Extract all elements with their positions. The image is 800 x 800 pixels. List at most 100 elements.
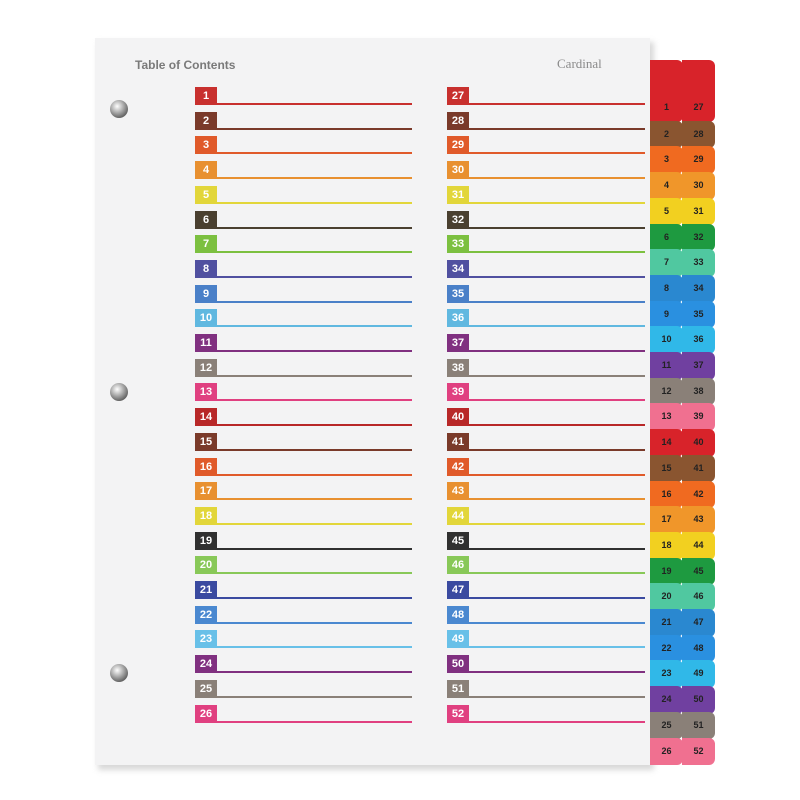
index-tab[interactable]: 10 (650, 326, 683, 354)
toc-row: 38 (447, 358, 645, 379)
entry-number: 48 (447, 605, 469, 624)
index-tab[interactable]: 40 (682, 429, 715, 457)
toc-row: 26 (195, 704, 412, 725)
entry-line (217, 621, 412, 624)
entry-number: 15 (195, 432, 217, 451)
index-tab[interactable]: 4 (650, 172, 683, 200)
index-tab[interactable]: 8 (650, 274, 683, 303)
toc-row: 23 (195, 630, 412, 650)
index-tab[interactable]: 5 (650, 197, 683, 226)
index-tab[interactable]: 35 (682, 300, 715, 329)
index-tab[interactable]: 9 (650, 300, 683, 329)
toc-row: 52 (447, 704, 645, 725)
toc-row: 18 (195, 506, 412, 527)
entry-number: 42 (447, 457, 469, 476)
index-tab[interactable]: 32 (682, 223, 715, 252)
entry-line (217, 226, 412, 229)
index-tab[interactable]: 41 (682, 454, 715, 483)
entry-line (469, 103, 645, 105)
index-tab[interactable]: 22 (650, 634, 683, 663)
toc-row: 20 (195, 556, 412, 576)
toc-row: 3 (195, 136, 412, 156)
index-tab[interactable]: 25 (650, 711, 683, 740)
index-tab[interactable]: 37 (682, 352, 715, 380)
index-tab[interactable]: 51 (682, 711, 715, 740)
index-tab[interactable]: 46 (682, 583, 715, 611)
index-tab[interactable]: 2 (650, 120, 683, 149)
index-tab[interactable]: 43 (682, 506, 715, 534)
index-tab[interactable]: 30 (682, 172, 715, 200)
entry-number: 27 (447, 87, 469, 105)
toc-row: 17 (195, 482, 412, 502)
toc-row: 7 (195, 235, 412, 255)
index-tab[interactable]: 50 (682, 686, 715, 714)
toc-row: 32 (447, 210, 645, 231)
entry-line (217, 201, 412, 204)
toc-row: 40 (447, 408, 645, 428)
index-tab[interactable]: 17 (650, 506, 683, 534)
entry-number: 3 (195, 136, 217, 155)
index-tab[interactable]: 28 (682, 120, 715, 149)
toc-row: 33 (447, 235, 645, 255)
entry-number: 1 (195, 87, 217, 105)
entry-number: 32 (447, 210, 469, 229)
entry-line (469, 671, 645, 674)
entry-line (469, 498, 645, 501)
index-tab[interactable]: 27 (682, 60, 715, 122)
index-tab[interactable]: 7 (650, 249, 683, 277)
index-tab[interactable]: 39 (682, 403, 715, 432)
index-tab[interactable]: 13 (650, 403, 683, 432)
toc-row: 45 (447, 531, 645, 552)
index-tab[interactable]: 18 (650, 531, 683, 560)
entry-line (469, 597, 645, 599)
entry-line (217, 350, 412, 352)
index-tab[interactable]: 15 (650, 454, 683, 483)
entry-number: 10 (195, 309, 217, 328)
index-tab[interactable]: 20 (650, 583, 683, 611)
index-tab[interactable]: 45 (682, 557, 715, 586)
entry-line (217, 671, 412, 674)
toc-row: 21 (195, 581, 412, 601)
entry-number: 9 (195, 284, 217, 303)
entry-number: 25 (195, 679, 217, 698)
index-tab[interactable]: 38 (682, 377, 715, 406)
toc-row: 12 (195, 358, 412, 379)
index-tab[interactable]: 24 (650, 686, 683, 714)
toc-row: 39 (447, 383, 645, 403)
index-tab[interactable]: 3 (650, 146, 683, 175)
entry-line (469, 695, 645, 698)
index-tab[interactable]: 42 (682, 480, 715, 509)
index-tab[interactable]: 29 (682, 146, 715, 175)
entry-number: 50 (447, 655, 469, 674)
index-tab[interactable]: 47 (682, 609, 715, 637)
index-tab[interactable]: 26 (650, 737, 683, 766)
index-tab[interactable]: 49 (682, 660, 715, 689)
index-tab[interactable]: 52 (682, 737, 715, 766)
entry-line (217, 572, 412, 575)
index-tab[interactable]: 1 (650, 60, 683, 122)
index-tab[interactable]: 6 (650, 223, 683, 252)
entry-number: 40 (447, 408, 469, 427)
index-tab[interactable]: 19 (650, 557, 683, 586)
index-tab[interactable]: 48 (682, 634, 715, 663)
index-tab[interactable]: 44 (682, 531, 715, 560)
index-tab[interactable]: 23 (650, 660, 683, 689)
entry-line (217, 695, 412, 698)
index-tab[interactable]: 36 (682, 326, 715, 354)
entry-line (469, 522, 645, 525)
index-tab[interactable]: 34 (682, 274, 715, 303)
index-tab[interactable]: 31 (682, 197, 715, 226)
toc-row: 29 (447, 136, 645, 156)
index-tab[interactable]: 11 (650, 352, 683, 380)
index-tab[interactable]: 33 (682, 249, 715, 277)
entry-number: 39 (447, 383, 469, 402)
index-tab[interactable]: 12 (650, 377, 683, 406)
entry-line (217, 597, 412, 599)
entry-number: 2 (195, 111, 217, 130)
index-tab[interactable]: 14 (650, 429, 683, 457)
index-tab[interactable]: 21 (650, 609, 683, 637)
toc-row: 13 (195, 383, 412, 403)
index-tab[interactable]: 16 (650, 480, 683, 509)
entry-number: 21 (195, 581, 217, 599)
punch-hole (110, 383, 128, 401)
